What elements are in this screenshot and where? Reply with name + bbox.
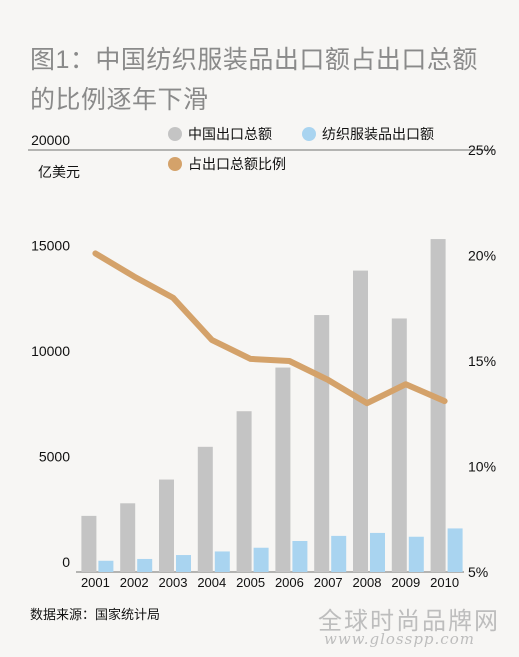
- legend-ratio: 占出口总额比例: [168, 154, 286, 174]
- y2-tick-label: 5%: [468, 564, 488, 580]
- bar-textile-exports: [98, 560, 114, 572]
- x-tick-label: 2005: [236, 575, 265, 590]
- x-tick-label: 2003: [159, 575, 188, 590]
- bar-total-exports: [236, 411, 252, 572]
- bar-textile-exports: [137, 558, 153, 572]
- bar-textile-exports: [408, 536, 424, 572]
- source-note: 数据来源：国家统计局: [30, 607, 161, 622]
- bar-textile-exports: [292, 540, 308, 572]
- bar-total-exports: [81, 515, 97, 572]
- y2-tick-label: 20%: [468, 248, 496, 264]
- legend-label-total: 中国出口总额: [188, 126, 272, 142]
- bar-total-exports: [197, 446, 213, 572]
- legend-swatch-gray: [168, 127, 182, 141]
- line-ratio: [92, 250, 448, 407]
- legend-label-ratio: 占出口总额比例: [188, 156, 286, 172]
- legend-label-textile: 纺织服装品出口额: [322, 126, 434, 142]
- y-tick-label: 5000: [39, 449, 70, 465]
- y-tick-label: 20000: [31, 132, 70, 148]
- chart-canvas: 0 5000 10000 15000 20000 5% 10% 15% 20% 25% 2001 20…: [28, 132, 496, 590]
- bar-textile-exports: [331, 535, 347, 572]
- legend-swatch-blue: [302, 127, 316, 141]
- bar-textile-exports: [447, 528, 463, 572]
- legend-swatch-tan: [168, 157, 182, 171]
- y2-tick-label: 10%: [468, 459, 496, 475]
- x-tick-label: 2008: [353, 575, 382, 590]
- bar-total-exports: [430, 239, 446, 572]
- bar-total-exports: [391, 318, 407, 572]
- legend-textile-exports: 纺织服装品出口额: [302, 124, 434, 144]
- y-tick-label: 10000: [31, 343, 70, 359]
- y-axis-unit-label: 亿美元: [38, 164, 80, 180]
- bar-textile-exports: [253, 547, 269, 572]
- watermark-text: 全球时尚品牌网: [318, 607, 500, 635]
- bar-total-exports: [120, 503, 136, 572]
- x-tick-label: 2009: [391, 575, 420, 590]
- watermark-url: www.glosspp.com: [324, 630, 475, 648]
- x-tick-label: 2002: [120, 575, 149, 590]
- legend-total-exports: 中国出口总额: [168, 124, 272, 144]
- x-tick-label: 2007: [314, 575, 343, 590]
- bar-textile-exports: [176, 555, 191, 572]
- x-tick-label: 2001: [81, 575, 110, 590]
- bar-total-exports: [275, 367, 291, 572]
- x-tick-label: 2010: [430, 575, 459, 590]
- bar-total-exports: [314, 315, 330, 572]
- y2-tick-label: 15%: [468, 353, 496, 369]
- y2-tick-label: 25%: [468, 142, 496, 158]
- y-tick-label: 15000: [31, 238, 70, 254]
- y-tick-label: 0: [62, 554, 70, 570]
- chart-title: 图1：中国纺织服装品出口额占出口总额的比例逐年下滑: [30, 46, 478, 114]
- bar-total-exports: [159, 479, 174, 572]
- bar-textile-exports: [370, 532, 385, 572]
- bar-textile-exports: [214, 551, 230, 572]
- x-tick-label: 2006: [275, 575, 304, 590]
- x-tick-label: 2004: [197, 575, 226, 590]
- bar-total-exports: [353, 270, 368, 572]
